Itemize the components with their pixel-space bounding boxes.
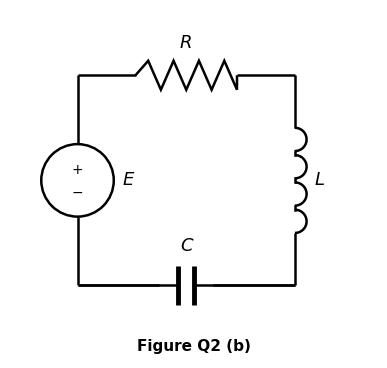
Text: Figure Q2 (b): Figure Q2 (b) xyxy=(137,339,250,354)
Text: C: C xyxy=(180,237,193,255)
Text: +: + xyxy=(72,163,83,177)
Text: L: L xyxy=(315,171,325,190)
Text: −: − xyxy=(72,186,83,200)
Text: E: E xyxy=(123,171,134,190)
Text: R: R xyxy=(180,34,192,52)
